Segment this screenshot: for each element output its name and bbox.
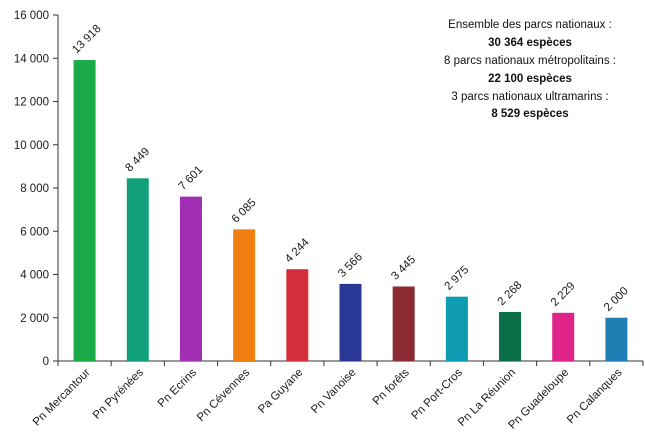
bar (179, 196, 202, 361)
data-label: 2 000 (602, 285, 631, 314)
data-label: 13 918 (70, 23, 103, 56)
category-label: Pn Calanques (565, 366, 625, 426)
annotation-line-5: 3 parcs nationaux ultramarins : (451, 91, 608, 103)
y-tick-label: 6 000 (20, 226, 49, 238)
bar (339, 283, 362, 361)
annotation-line-3: 8 parcs nationaux métropolitains : (444, 55, 616, 67)
bar (126, 178, 149, 361)
category-label: Pa Guyane (256, 367, 305, 416)
y-tick-label: 14 000 (14, 53, 49, 65)
y-tick-label: 0 (43, 356, 49, 368)
category-label: Pn Mercantour (31, 367, 93, 429)
y-tick-label: 10 000 (14, 140, 49, 152)
data-label: 3 566 (336, 251, 365, 280)
annotation-line-1: Ensemble des parcs nationaux : (448, 19, 612, 31)
summary-annotation: Ensemble des parcs nationaux : 30 364 es… (444, 19, 616, 120)
category-label: Pn Ecrins (156, 366, 199, 409)
axes: 0 2 000 4 000 6 000 8 000 10 000 12 000 14 000 1… (14, 10, 644, 368)
y-tick-label: 16 000 (14, 10, 49, 22)
y-tick-label: 12 000 (14, 97, 49, 109)
category-label: Pn Port-Cros (409, 366, 465, 422)
category-label: Pn Pyrénées (91, 366, 146, 421)
data-label: 3 445 (389, 254, 418, 283)
data-label: 2 975 (442, 264, 471, 293)
y-tick-label: 4 000 (20, 270, 49, 282)
data-label: 8 449 (123, 146, 152, 175)
category-label: Pn Cévennes (195, 366, 252, 423)
bars (73, 60, 628, 361)
annotation-line-2: 30 364 espèces (488, 37, 572, 49)
bar (392, 286, 415, 361)
bar (233, 229, 256, 361)
annotation-line-6: 8 529 espèces (491, 108, 568, 120)
annotation-line-4: 22 100 espèces (488, 73, 572, 85)
bar (499, 311, 522, 361)
bar (73, 60, 96, 361)
bar (552, 312, 575, 361)
bar (605, 317, 628, 361)
data-label: 7 601 (177, 164, 206, 193)
category-label: Pn forêts (371, 366, 412, 407)
bar (445, 296, 468, 361)
category-label: Pn Vanoise (309, 367, 358, 416)
y-tick-label: 2 000 (20, 313, 49, 325)
data-label: 2 268 (496, 279, 525, 308)
data-label: 2 229 (549, 280, 578, 309)
data-label: 4 244 (283, 236, 312, 265)
y-tick-label: 8 000 (20, 183, 49, 195)
data-label: 6 085 (230, 197, 259, 226)
bar (286, 269, 309, 361)
